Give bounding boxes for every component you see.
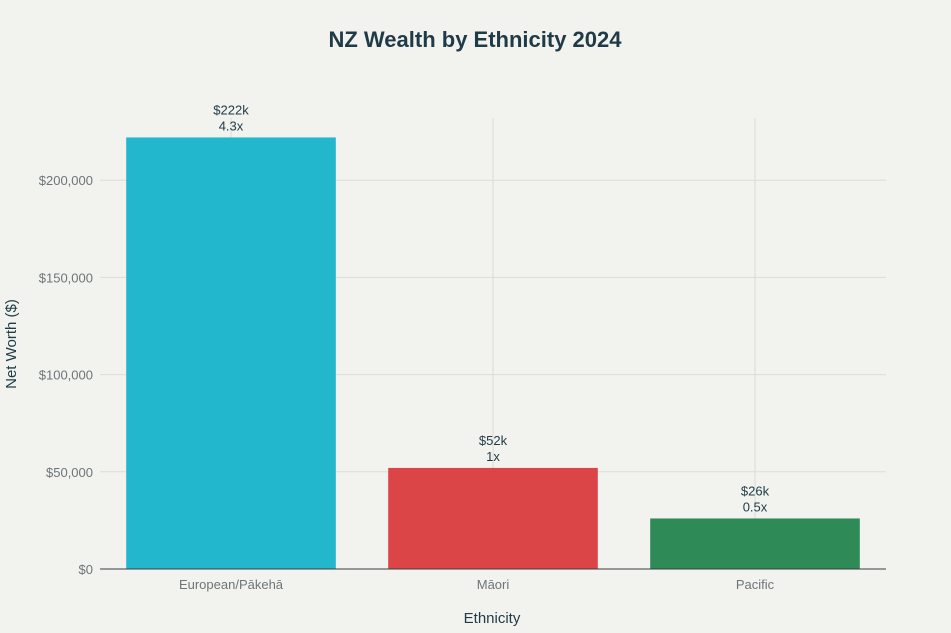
y-tick-label: $0 bbox=[79, 562, 93, 577]
y-axis-title: Net Worth ($) bbox=[3, 299, 20, 389]
x-tick-label: Pacific bbox=[736, 577, 775, 592]
bar-ratio-label: 4.3x bbox=[219, 118, 244, 133]
x-tick-labels: European/Pākehā Māori Pacific bbox=[179, 577, 775, 592]
bar-ratio-label: 0.5x bbox=[743, 499, 768, 514]
bar-value-label: $26k bbox=[741, 483, 770, 498]
y-tick-label: $50,000 bbox=[46, 465, 93, 480]
x-tick-label: Māori bbox=[477, 577, 510, 592]
bar-value-label: $52k bbox=[479, 433, 508, 448]
bar-value-label: $222k bbox=[213, 102, 249, 117]
y-tick-label: $100,000 bbox=[39, 368, 93, 383]
chart-title: NZ Wealth by Ethnicity 2024 bbox=[328, 27, 622, 52]
bar-ratio-label: 1x bbox=[486, 449, 500, 464]
x-axis-title: Ethnicity bbox=[464, 610, 521, 627]
bar-2 bbox=[650, 518, 860, 569]
y-tick-label: $200,000 bbox=[39, 173, 93, 188]
bar-0 bbox=[126, 137, 336, 570]
bars-layer bbox=[126, 137, 860, 570]
x-tick-label: European/Pākehā bbox=[179, 577, 284, 592]
bar-1 bbox=[388, 467, 598, 569]
y-tick-labels: $0 $50,000 $100,000 $150,000 $200,000 bbox=[39, 173, 93, 577]
y-tick-label: $150,000 bbox=[39, 270, 93, 285]
